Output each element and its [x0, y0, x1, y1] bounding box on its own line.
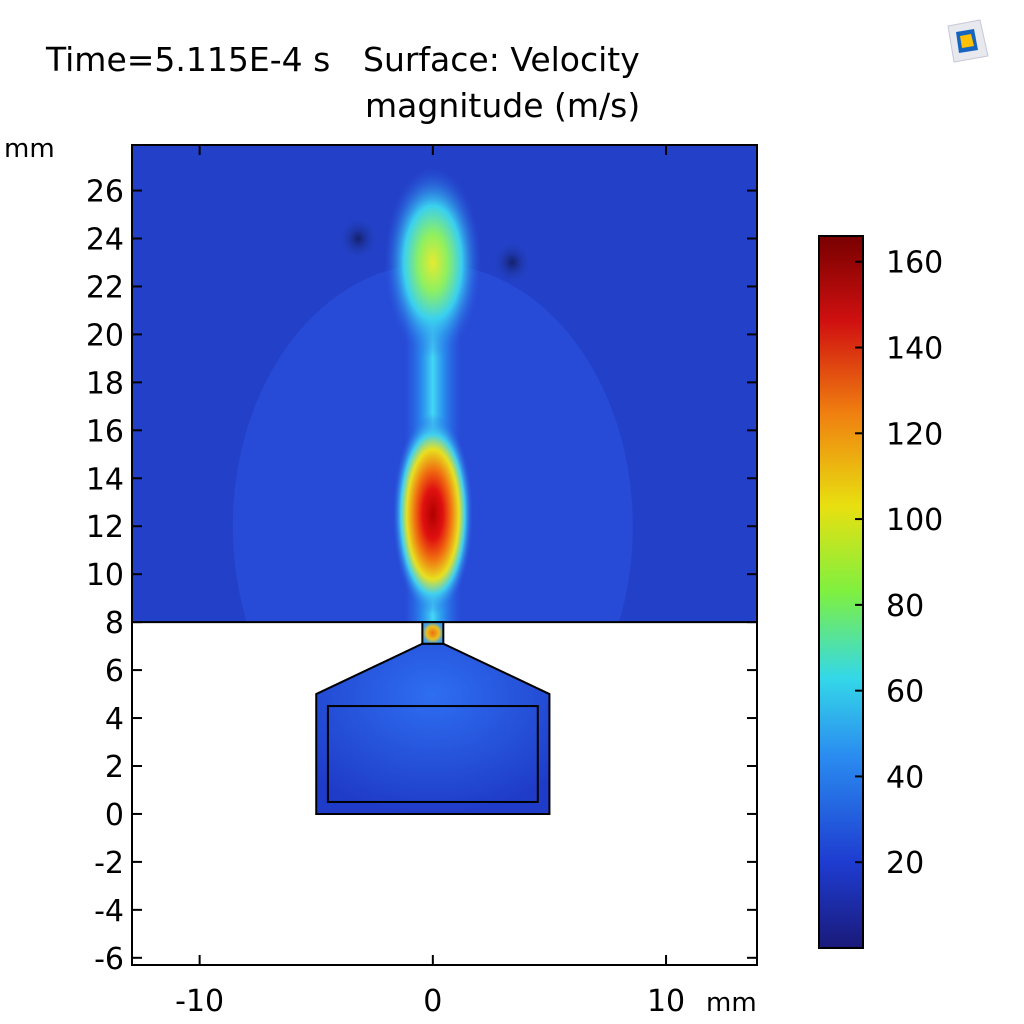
y-tick-label: -4: [94, 894, 124, 929]
plot-title-surface: Surface: Velocity: [363, 40, 640, 79]
nozzle-neck: [421, 621, 445, 645]
x-axis-unit: mm: [706, 988, 757, 1018]
y-tick-label: -2: [94, 846, 124, 881]
open-region-field: [132, 145, 757, 623]
y-tick-label: 4: [105, 702, 124, 737]
dark-spot-right: [492, 240, 533, 285]
colorbar-tick-label: 160: [886, 246, 943, 281]
y-tick-label: 22: [86, 270, 124, 305]
y-axis-unit: mm: [4, 134, 55, 164]
y-tick-label: -6: [94, 942, 124, 977]
colorbar-tick-label: 20: [886, 846, 924, 881]
colorbar-tick-label: 60: [886, 675, 924, 710]
colorbar-ticks: 20 40 60 80 100 120 140 160: [855, 246, 943, 881]
hotspot-upper: [384, 167, 481, 358]
hotspot-core: [392, 414, 473, 615]
plot-title-time: Time=5.115E-4 s: [46, 40, 331, 79]
colorbar-tick-label: 40: [886, 760, 924, 795]
colorbar-tick-label: 80: [886, 589, 924, 624]
y-tick-label: 24: [86, 223, 124, 258]
y-tick-label: 16: [86, 414, 124, 449]
y-tick-label: 2: [105, 750, 124, 785]
colorbar-tick-label: 140: [886, 332, 943, 367]
x-tick-label: -10: [175, 984, 224, 1019]
x-tick-label: 0: [423, 984, 442, 1019]
colorbar-tick-label: 120: [886, 417, 943, 452]
comsol-logo-icon: [947, 19, 989, 63]
colorbar: [818, 235, 864, 949]
y-tick-label: 12: [86, 510, 124, 545]
plot-title-surface-unit: magnitude (m/s): [365, 86, 641, 125]
y-tick-label: 26: [86, 175, 124, 210]
y-tick-label: 6: [105, 654, 124, 689]
y-tick-label: 0: [105, 798, 124, 833]
inner-rectangle: [326, 705, 539, 803]
y-tick-label: 18: [86, 366, 124, 401]
y-tick-label: 20: [86, 318, 124, 353]
y-tick-label: 10: [86, 558, 124, 593]
y-tick-label: 8: [105, 606, 124, 641]
y-tick-label: 14: [86, 462, 124, 497]
x-tick-label: 10: [647, 984, 685, 1019]
dark-spot-left: [338, 216, 379, 261]
open-region-outline: [131, 144, 758, 624]
colorbar-tick-label: 100: [886, 503, 943, 538]
x-axis-ticks: -10 0 10: [175, 145, 685, 1019]
